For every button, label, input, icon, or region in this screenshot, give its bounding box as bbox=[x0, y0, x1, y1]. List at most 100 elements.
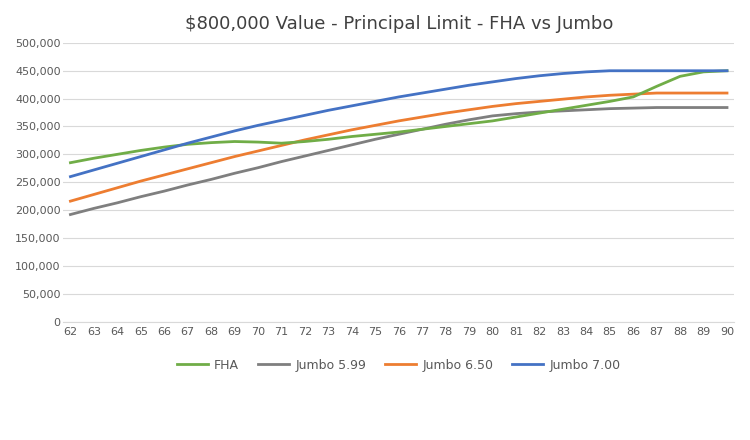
Jumbo 7.00 bbox=[558, 71, 567, 76]
Jumbo 7.00 bbox=[418, 90, 427, 95]
Jumbo 7.00 bbox=[324, 108, 333, 113]
FHA bbox=[89, 156, 98, 161]
Jumbo 5.99 bbox=[512, 111, 520, 116]
Jumbo 5.99 bbox=[558, 108, 567, 114]
FHA bbox=[418, 127, 427, 132]
Jumbo 7.00 bbox=[535, 73, 544, 78]
Jumbo 5.99 bbox=[605, 106, 614, 111]
FHA bbox=[628, 94, 638, 99]
Jumbo 5.99 bbox=[89, 206, 98, 211]
Jumbo 6.50 bbox=[628, 92, 638, 97]
Jumbo 5.99 bbox=[722, 105, 731, 110]
Jumbo 7.00 bbox=[512, 76, 520, 81]
Jumbo 5.99 bbox=[652, 105, 662, 110]
Jumbo 6.50 bbox=[699, 90, 708, 95]
Line: Jumbo 5.99: Jumbo 5.99 bbox=[70, 107, 727, 215]
Legend: FHA, Jumbo 5.99, Jumbo 6.50, Jumbo 7.00: FHA, Jumbo 5.99, Jumbo 6.50, Jumbo 7.00 bbox=[172, 354, 626, 377]
Jumbo 6.50 bbox=[301, 137, 310, 143]
Jumbo 7.00 bbox=[370, 99, 380, 104]
Jumbo 5.99 bbox=[699, 105, 708, 110]
Jumbo 7.00 bbox=[301, 113, 310, 118]
Jumbo 5.99 bbox=[301, 154, 310, 159]
Jumbo 6.50 bbox=[254, 148, 262, 154]
Jumbo 6.50 bbox=[535, 99, 544, 104]
Jumbo 6.50 bbox=[488, 104, 497, 109]
FHA bbox=[441, 124, 450, 129]
FHA bbox=[301, 139, 310, 144]
Jumbo 7.00 bbox=[394, 94, 404, 99]
Jumbo 6.50 bbox=[418, 114, 427, 120]
FHA bbox=[230, 139, 239, 144]
FHA bbox=[207, 140, 216, 145]
FHA bbox=[605, 99, 614, 104]
Jumbo 6.50 bbox=[160, 172, 169, 178]
Jumbo 6.50 bbox=[722, 90, 731, 95]
Jumbo 7.00 bbox=[652, 68, 662, 73]
Jumbo 7.00 bbox=[441, 87, 450, 92]
FHA bbox=[183, 142, 192, 147]
Jumbo 7.00 bbox=[66, 174, 75, 179]
FHA bbox=[464, 121, 473, 126]
FHA bbox=[394, 129, 404, 135]
Jumbo 5.99 bbox=[418, 127, 427, 132]
Jumbo 6.50 bbox=[394, 118, 404, 124]
Jumbo 6.50 bbox=[89, 192, 98, 197]
Jumbo 7.00 bbox=[464, 83, 473, 88]
Jumbo 6.50 bbox=[207, 160, 216, 165]
Title: $800,000 Value - Principal Limit - FHA vs Jumbo: $800,000 Value - Principal Limit - FHA v… bbox=[184, 15, 613, 33]
Jumbo 5.99 bbox=[230, 171, 239, 176]
Jumbo 6.50 bbox=[66, 198, 75, 204]
Jumbo 7.00 bbox=[605, 68, 614, 73]
Jumbo 6.50 bbox=[512, 101, 520, 106]
FHA bbox=[488, 118, 497, 124]
Jumbo 7.00 bbox=[628, 68, 638, 73]
FHA bbox=[160, 144, 169, 150]
FHA bbox=[136, 148, 146, 153]
Jumbo 5.99 bbox=[183, 182, 192, 187]
Jumbo 5.99 bbox=[112, 200, 122, 205]
Jumbo 7.00 bbox=[160, 147, 169, 153]
Jumbo 7.00 bbox=[347, 103, 356, 109]
Jumbo 7.00 bbox=[676, 68, 685, 73]
Jumbo 5.99 bbox=[441, 121, 450, 127]
FHA bbox=[535, 110, 544, 116]
Jumbo 5.99 bbox=[464, 117, 473, 122]
Jumbo 5.99 bbox=[628, 106, 638, 111]
Jumbo 6.50 bbox=[347, 127, 356, 132]
Jumbo 6.50 bbox=[652, 90, 662, 95]
Jumbo 7.00 bbox=[277, 118, 286, 123]
Jumbo 7.00 bbox=[230, 128, 239, 134]
Jumbo 5.99 bbox=[370, 137, 380, 142]
FHA bbox=[582, 103, 591, 108]
Jumbo 7.00 bbox=[582, 69, 591, 74]
FHA bbox=[676, 73, 685, 79]
Jumbo 6.50 bbox=[558, 96, 567, 102]
Jumbo 6.50 bbox=[464, 107, 473, 112]
FHA bbox=[722, 68, 731, 73]
Jumbo 7.00 bbox=[254, 123, 262, 128]
FHA bbox=[558, 106, 567, 112]
FHA bbox=[254, 139, 262, 145]
FHA bbox=[347, 134, 356, 139]
Jumbo 6.50 bbox=[605, 93, 614, 98]
Jumbo 6.50 bbox=[582, 94, 591, 99]
Jumbo 7.00 bbox=[488, 79, 497, 84]
Jumbo 5.99 bbox=[582, 107, 591, 112]
Jumbo 5.99 bbox=[676, 105, 685, 110]
Jumbo 7.00 bbox=[207, 135, 216, 140]
Jumbo 6.50 bbox=[324, 132, 333, 137]
Jumbo 5.99 bbox=[535, 110, 544, 115]
Jumbo 6.50 bbox=[441, 110, 450, 116]
Jumbo 6.50 bbox=[676, 90, 685, 95]
FHA bbox=[652, 84, 662, 89]
FHA bbox=[699, 69, 708, 74]
Jumbo 5.99 bbox=[160, 188, 169, 194]
Jumbo 5.99 bbox=[347, 142, 356, 147]
FHA bbox=[277, 140, 286, 146]
Jumbo 5.99 bbox=[277, 159, 286, 164]
Jumbo 7.00 bbox=[89, 167, 98, 172]
Jumbo 5.99 bbox=[394, 132, 404, 137]
Jumbo 5.99 bbox=[136, 194, 146, 199]
FHA bbox=[512, 114, 520, 120]
Jumbo 6.50 bbox=[183, 166, 192, 172]
